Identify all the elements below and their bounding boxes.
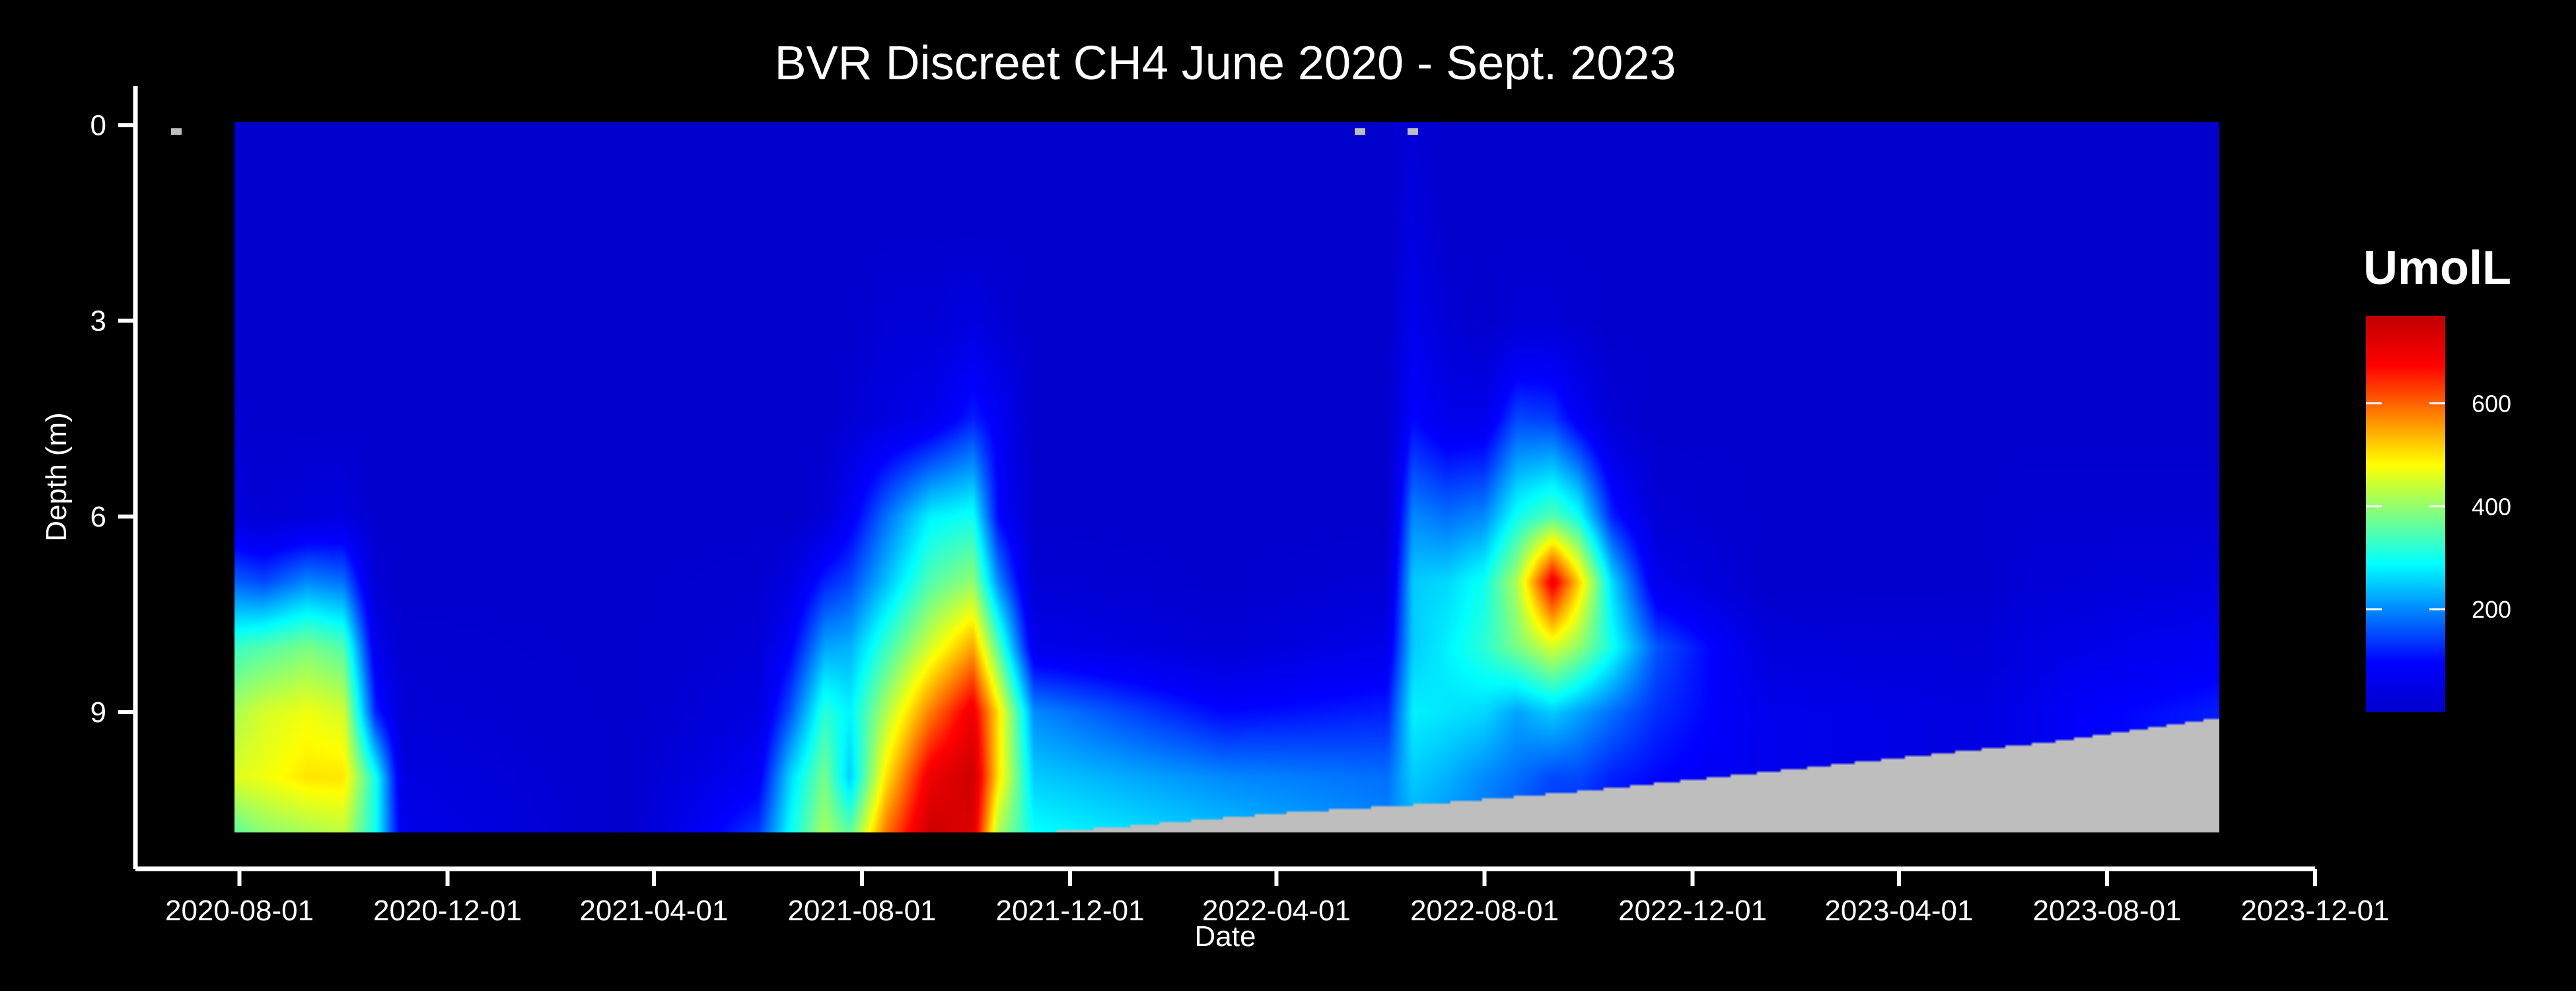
x-tick-label: 2022-12-01 [1618,895,1767,927]
x-axis-title: Date [1195,920,1256,953]
x-tick-label: 2021-04-01 [579,895,728,927]
missing-sample-marker [1354,128,1365,135]
y-axis-ticks: 0 3 6 9 [90,109,135,729]
colorbar-legend: UmolL 200 400 600 [2363,242,2511,712]
x-axis-ticks: 2020-08-01 2020-12-01 2021-04-01 2021-08-01… [165,869,2390,927]
colorbar-tick-label: 200 [2472,596,2511,623]
x-tick-label: 2022-04-01 [1202,895,1351,927]
colorbar-ticks: 200 400 600 [2366,390,2511,623]
colorbar-tick-label: 400 [2472,493,2511,520]
missing-sample-markers [170,128,1419,135]
x-tick-label: 2020-12-01 [373,895,522,927]
chart-title: BVR Discreet CH4 June 2020 - Sept. 2023 [775,37,1676,90]
x-tick-label: 2023-04-01 [1824,895,1973,927]
y-axis-title: Depth (m) [40,412,73,542]
y-tick-label: 0 [90,109,106,141]
colorbar-gradient [2366,316,2445,712]
x-tick-label: 2021-08-01 [787,895,936,927]
y-tick-label: 6 [90,501,106,533]
x-tick-label: 2022-08-01 [1410,895,1559,927]
colorbar-tick-label: 600 [2472,390,2511,417]
missing-sample-marker [170,128,182,135]
plot-area [234,122,2219,832]
x-tick-label: 2021-12-01 [995,895,1144,927]
x-tick-label: 2023-12-01 [2240,895,2389,927]
y-tick-label: 9 [90,696,106,729]
y-tick-label: 3 [90,305,106,338]
x-tick-label: 2020-08-01 [165,895,314,927]
missing-sample-marker [1408,128,1419,135]
colorbar-title: UmolL [2363,242,2511,295]
x-tick-label: 2023-08-01 [2032,895,2181,927]
heatmap-surface [234,122,2219,832]
